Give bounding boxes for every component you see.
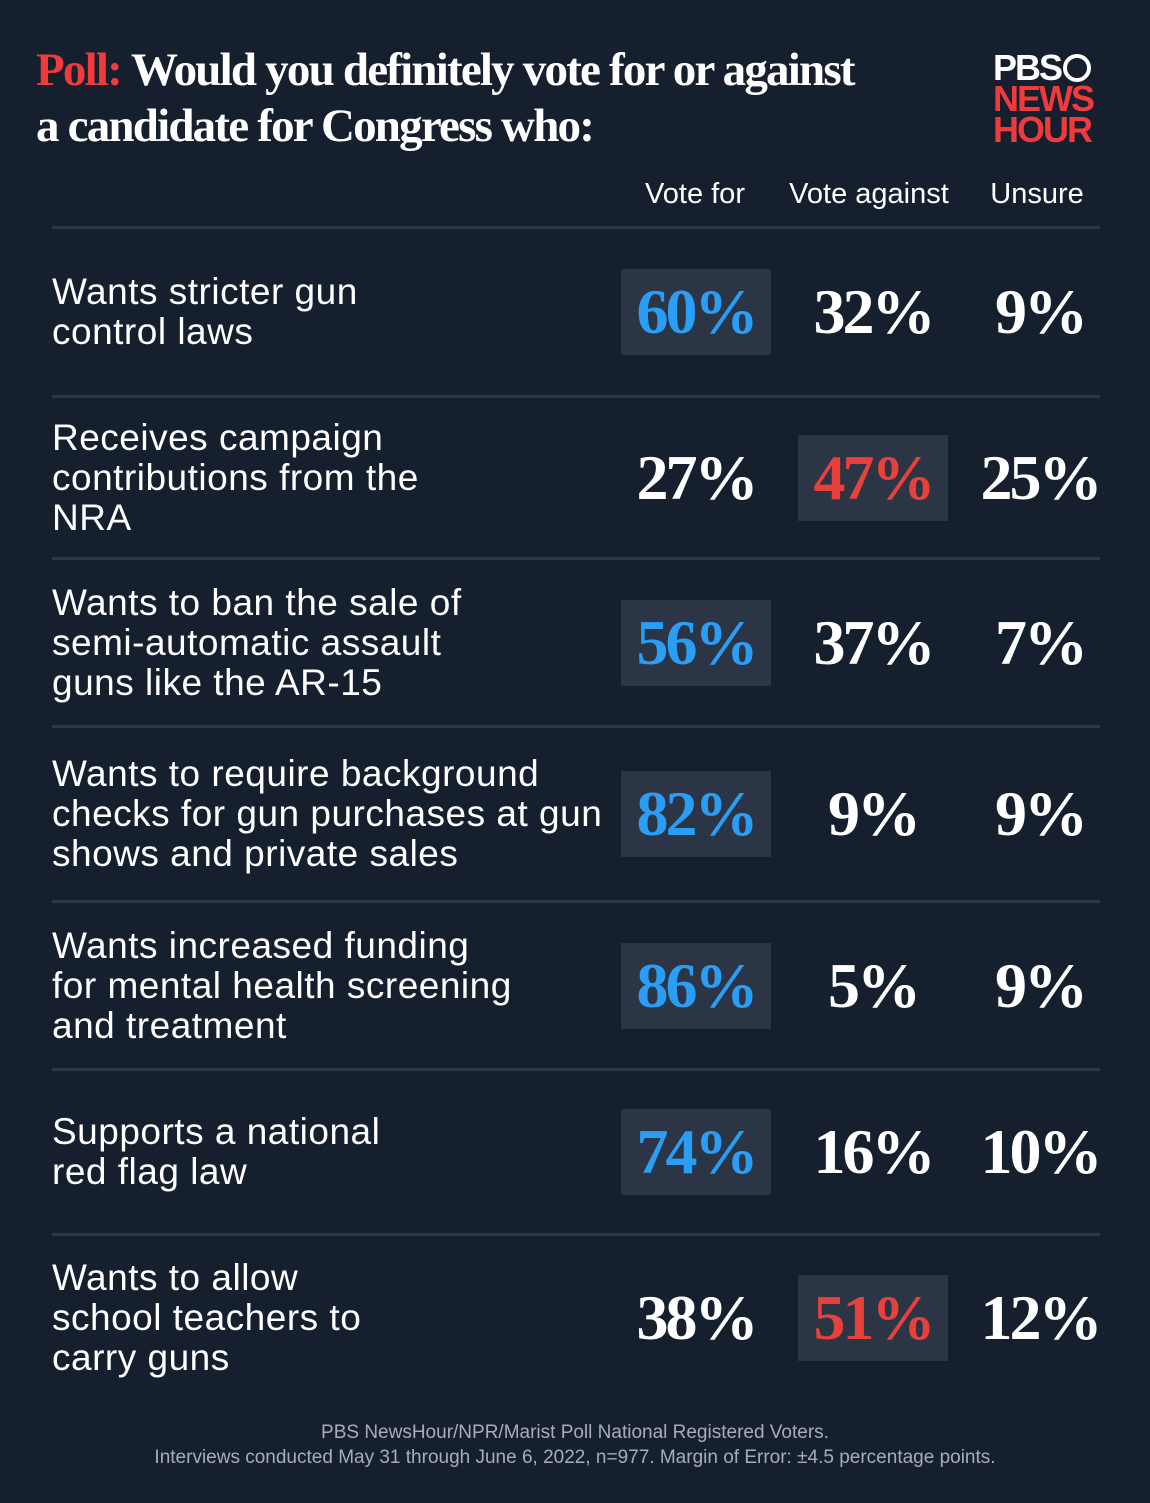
value-vote-for: 27%	[636, 441, 759, 513]
row-label: Wants to ban the sale of semi-automatic …	[52, 581, 462, 703]
value-unsure: 9%	[995, 949, 1088, 1021]
logo-hour: HOUR	[993, 109, 1093, 150]
table-row: Wants to require background checks for g…	[52, 728, 1100, 900]
value-vote-against: 47%	[798, 434, 948, 521]
source-note: PBS NewsHour/NPR/Marist Poll National Re…	[0, 1420, 1150, 1470]
source-line: PBS NewsHour/NPR/Marist Poll National Re…	[321, 1422, 829, 1443]
row-label: Wants stricter gun control laws	[52, 271, 358, 352]
pbs-newshour-logo: PBS NEWS HOUR	[993, 47, 1105, 150]
value-unsure: 9%	[995, 276, 1088, 347]
table-row: Wants to allow school teachers to carry …	[52, 1236, 1103, 1400]
row-label: Receives campaign contributions from the…	[52, 416, 419, 538]
table-row: Wants to ban the sale of semi-automatic …	[52, 560, 1100, 725]
value-vote-for: 60%	[621, 269, 771, 355]
value-vote-for: 56%	[621, 599, 771, 686]
value-vote-against: 16%	[813, 1116, 936, 1187]
column-header-vote-for: Vote for	[645, 178, 745, 210]
value-vote-against: 5%	[828, 949, 921, 1021]
value-vote-for: 82%	[621, 771, 771, 857]
value-vote-against: 32%	[813, 276, 936, 347]
row-divider	[52, 725, 1100, 728]
methodology-line: Interviews conducted May 31 through June…	[154, 1447, 996, 1468]
logo-news: NEWS	[993, 78, 1095, 119]
value-unsure: 9%	[995, 778, 1088, 849]
row-divider	[52, 900, 1100, 903]
table-row: Wants stricter gun control laws 60% 32% 9%	[52, 229, 1100, 395]
value-vote-for: 74%	[621, 1109, 771, 1195]
row-label: Supports a national red flag law	[52, 1111, 381, 1192]
value-vote-for: 86%	[621, 942, 771, 1029]
value-vote-against: 51%	[798, 1275, 948, 1361]
row-divider	[52, 395, 1100, 398]
value-unsure: 12%	[980, 1282, 1103, 1353]
table-row: Receives campaign contributions from the…	[52, 398, 1103, 557]
title-text: Would you definitely vote for or against…	[36, 44, 855, 152]
pbs-head-icon	[1063, 53, 1092, 82]
value-unsure: 7%	[995, 606, 1088, 678]
row-divider	[52, 1233, 1100, 1236]
title-kicker: Poll:	[36, 44, 123, 96]
row-divider	[52, 226, 1100, 229]
value-vote-against: 9%	[828, 778, 921, 849]
value-unsure: 25%	[980, 441, 1103, 513]
row-label: Wants increased funding for mental healt…	[52, 924, 512, 1046]
chart-title: Poll: Would you definitely vote for or ag…	[36, 42, 856, 154]
column-header-vote-against: Vote against	[789, 178, 949, 210]
logo-pbs: PBS	[993, 47, 1063, 88]
row-label: Wants to require background checks for g…	[52, 753, 603, 874]
value-vote-against: 37%	[813, 606, 936, 678]
column-header-unsure: Unsure	[990, 178, 1084, 210]
value-vote-for: 38%	[636, 1282, 759, 1353]
value-unsure: 10%	[980, 1116, 1103, 1187]
row-divider	[52, 557, 1100, 560]
row-divider	[52, 1068, 1100, 1071]
table-row: Wants increased funding for mental healt…	[52, 903, 1100, 1068]
table-row: Supports a national red flag law 74% 16% 10…	[52, 1071, 1103, 1233]
row-label: Wants to allow school teachers to carry …	[52, 1257, 362, 1378]
